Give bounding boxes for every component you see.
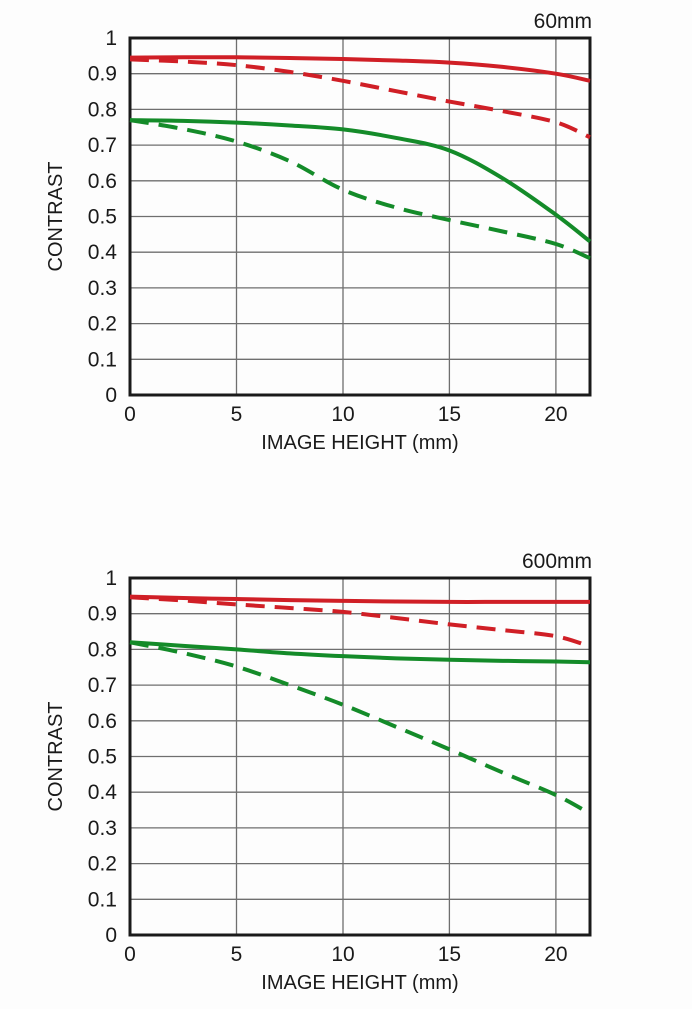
x-tick-label: 20 [544,943,567,966]
y-tick-label: 0.6 [88,710,117,733]
x-tick-label: 15 [438,403,461,426]
series-green-dashed [129,118,591,261]
chart-title: 60mm [534,10,592,33]
y-tick-label: 0.2 [88,853,117,876]
y-tick-label: 0.8 [88,638,117,661]
y-tick-label: 0.4 [88,781,118,804]
series-red-dashed [129,57,591,140]
mtf-chart-600mm: 0 0.1 0.2 0.3 0.4 0.5 0.6 0.7 0.8 0.9 1 0 5 10 15 20 600… [0,540,692,1009]
y-tick-label: 0.6 [88,170,117,193]
mtf-chart-60mm: 0 0.1 0.2 0.3 0.4 0.5 0.6 0.7 0.8 0.9 1 0 5 10 15 20 60m… [0,0,692,470]
y-tick-label: 0.3 [88,817,117,840]
chart-title: 600mm [522,550,592,573]
series-green-solid [129,640,591,665]
series-red-solid [129,594,590,604]
mtf-chart-60mm-canvas: 00.10.20.30.40.50.60.70.80.910 5 10 15 2060m… [45,10,592,454]
plot-border [128,576,592,937]
y-tick-label: 0.9 [88,603,117,626]
y-axis-label: CONTRAST [45,702,67,812]
x-tick-label: 5 [231,943,243,966]
series-red-solid [129,55,591,83]
y-tick-label: 0.3 [88,277,117,300]
y-tick-label: 0 [105,924,117,947]
y-tick-label: 0.8 [88,98,117,121]
y-tick-label: 1 [105,27,117,50]
y-tick-label: 0.7 [88,674,117,697]
y-axis-label: CONTRAST [45,162,67,272]
series-red-dashed [129,595,591,649]
y-tick-label: 0.2 [88,313,117,336]
x-tick-label: 10 [331,943,354,966]
x-axis-label: IMAGE HEIGHT (mm) [261,972,458,994]
x-tick-label: 15 [438,943,461,966]
y-tick-label: 0.5 [88,206,117,229]
y-tick-label: 0.9 [88,63,117,86]
y-tick-label: 1 [105,567,117,590]
series-green-dashed [129,640,591,816]
x-axis-label: IMAGE HEIGHT (mm) [261,432,458,454]
x-tick-label: 20 [544,403,567,426]
x-tick-label: 10 [331,403,354,426]
y-tick-label: 0.4 [88,241,118,264]
mtf-chart-600mm-canvas: 00.10.20.30.40.50.60.70.80.910 5 10 15 20600… [45,550,592,994]
y-tick-label: 0.1 [88,348,117,371]
y-tick-label: 0.5 [88,746,117,769]
x-tick-label: 0 [124,403,136,426]
plot-border [128,36,592,397]
series-green-solid [129,118,592,244]
x-tick-label: 5 [231,403,243,426]
y-tick-label: 0.1 [88,888,117,911]
y-tick-label: 0.7 [88,134,117,157]
x-tick-label: 0 [124,943,136,966]
y-tick-label: 0 [105,384,117,407]
